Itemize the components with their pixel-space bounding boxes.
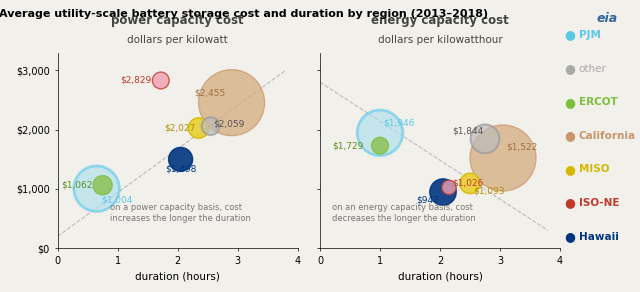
Text: $1,729: $1,729: [332, 141, 364, 150]
Text: $1,522: $1,522: [506, 143, 537, 152]
Ellipse shape: [470, 124, 499, 153]
Text: dollars per kilowatthour: dollars per kilowatthour: [378, 35, 502, 45]
Text: Hawaii: Hawaii: [579, 232, 618, 241]
Text: $1,026: $1,026: [452, 178, 483, 187]
Text: on a power capacity basis, cost
increases the longer the duration: on a power capacity basis, cost increase…: [110, 203, 252, 223]
Ellipse shape: [74, 166, 120, 211]
Ellipse shape: [188, 118, 209, 138]
Text: $1,498: $1,498: [166, 165, 197, 174]
Text: $947: $947: [416, 195, 439, 204]
Text: $2,027: $2,027: [164, 124, 196, 133]
Ellipse shape: [168, 147, 193, 171]
Text: California: California: [579, 131, 636, 141]
Text: on an energy capacity basis, cost
decreases the longer the duration: on an energy capacity basis, cost decrea…: [332, 203, 476, 223]
Text: PJM: PJM: [579, 30, 600, 40]
Text: $1,946: $1,946: [383, 119, 414, 128]
Ellipse shape: [442, 180, 456, 194]
Ellipse shape: [152, 72, 169, 89]
Text: dollars per kilowatt: dollars per kilowatt: [127, 35, 228, 45]
Text: ●: ●: [564, 129, 575, 142]
Text: ●: ●: [564, 197, 575, 209]
Ellipse shape: [198, 70, 264, 136]
Text: $1,062: $1,062: [61, 180, 93, 189]
Ellipse shape: [202, 117, 220, 135]
X-axis label: duration (hours): duration (hours): [397, 271, 483, 281]
Text: $2,455: $2,455: [195, 88, 226, 97]
Ellipse shape: [357, 110, 403, 156]
Text: ISO-NE: ISO-NE: [579, 198, 619, 208]
Text: $2,059: $2,059: [214, 120, 245, 129]
Ellipse shape: [460, 173, 480, 194]
Text: MISO: MISO: [579, 164, 609, 174]
X-axis label: duration (hours): duration (hours): [135, 271, 220, 281]
Ellipse shape: [93, 176, 112, 195]
Text: $1,844: $1,844: [452, 126, 483, 135]
Text: $2,829: $2,829: [120, 76, 152, 85]
Ellipse shape: [470, 125, 536, 191]
Text: eia: eia: [596, 12, 618, 25]
Text: $1,093: $1,093: [473, 187, 504, 196]
Text: other: other: [579, 64, 607, 74]
Text: ●: ●: [564, 96, 575, 109]
Text: Average utility-scale battery storage cost and duration by region (2013–2018): Average utility-scale battery storage co…: [0, 9, 488, 19]
Text: ●: ●: [564, 163, 575, 176]
Text: power capacity cost: power capacity cost: [111, 14, 244, 27]
Ellipse shape: [430, 179, 456, 205]
Text: ●: ●: [564, 62, 575, 75]
Ellipse shape: [372, 137, 388, 154]
Text: $1,004: $1,004: [101, 195, 132, 204]
Text: ●: ●: [564, 230, 575, 243]
Text: ERCOT: ERCOT: [579, 97, 618, 107]
Text: ●: ●: [564, 29, 575, 41]
Text: energy capacity cost: energy capacity cost: [371, 14, 509, 27]
